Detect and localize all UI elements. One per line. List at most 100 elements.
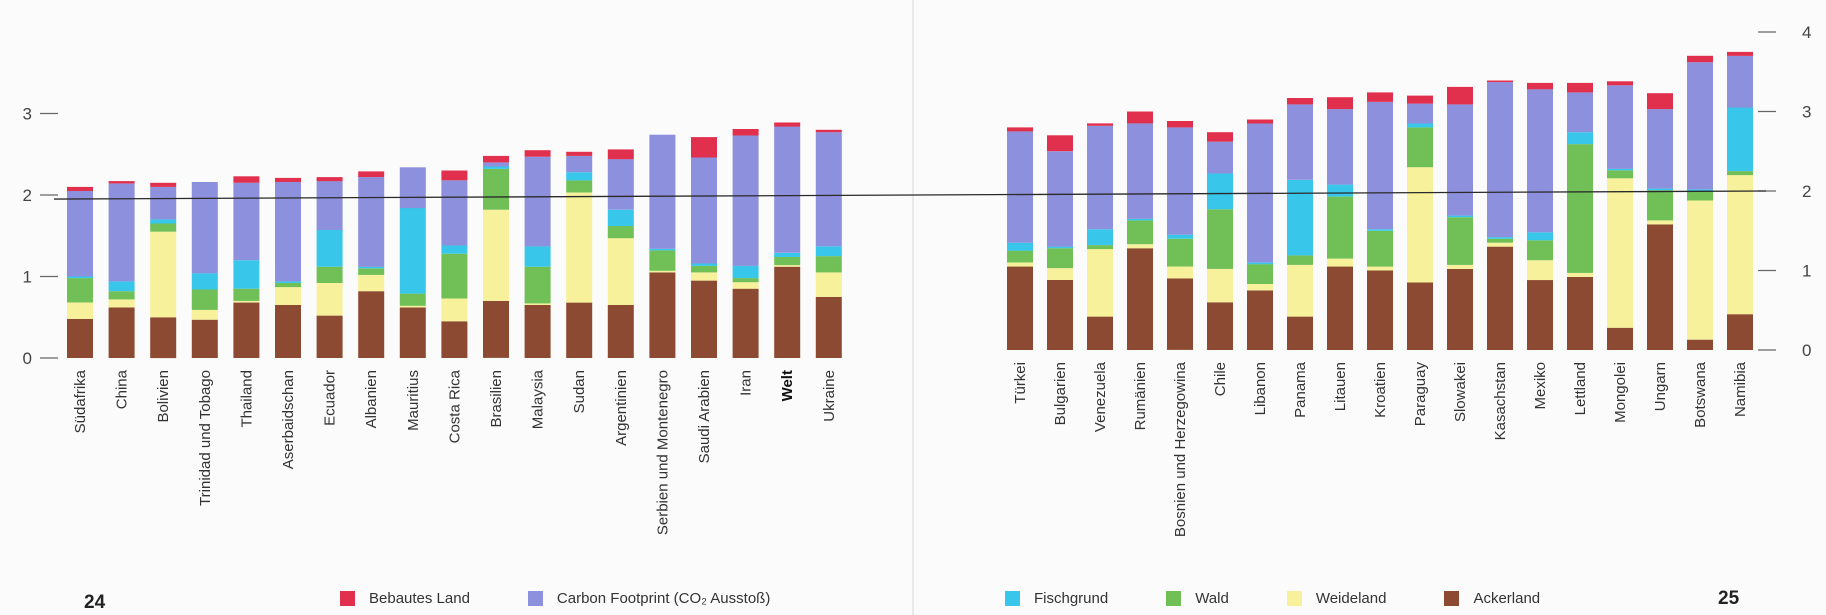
- category-label: Botswana: [1692, 361, 1709, 428]
- bar-segment: [1207, 268, 1233, 303]
- bar-segment: [691, 137, 717, 158]
- category-label: Südafrika: [72, 369, 89, 433]
- bar-segment: [649, 248, 676, 251]
- bar-segment: [1207, 209, 1233, 269]
- bar-segment: [275, 177, 301, 182]
- bar-segment: [1647, 188, 1673, 191]
- category-label: Mauritius: [405, 370, 422, 431]
- category-label: Libanon: [1252, 362, 1269, 415]
- bar-segment: [150, 231, 177, 318]
- bar-segment: [524, 150, 551, 157]
- bar-segment: [1207, 141, 1233, 174]
- y-tick-label: 0: [1802, 341, 1811, 360]
- bar-segment: [1327, 184, 1353, 197]
- legend-swatch: [340, 591, 355, 606]
- bar-segment: [1607, 85, 1633, 169]
- category-label: Panama: [1292, 361, 1309, 418]
- bar-segment: [1727, 314, 1753, 350]
- legend-right: Fischgrund Wald Weideland Ackerland: [1005, 590, 1598, 607]
- legend-swatch: [527, 591, 543, 606]
- bar-segment: [1567, 132, 1593, 145]
- bar-segment: [1167, 238, 1193, 267]
- bar-segment: [1247, 264, 1273, 284]
- bar-segment: [1567, 82, 1593, 93]
- category-label: Thailand: [238, 370, 255, 428]
- bar-segment: [1047, 246, 1073, 249]
- bar-segment: [275, 281, 301, 283]
- bar-segment: [1687, 200, 1713, 340]
- bar-segment: [1287, 179, 1313, 256]
- bar-segment: [399, 208, 426, 294]
- category-label: Kasachstan: [1492, 362, 1509, 440]
- bar-segment: [1327, 196, 1353, 259]
- bar-segment: [1407, 123, 1433, 128]
- bar-segment: [1447, 86, 1473, 105]
- bar-segment: [1207, 302, 1233, 350]
- bar-segment: [732, 288, 759, 358]
- bar-segment: [275, 283, 301, 288]
- bar-segment: [566, 151, 593, 156]
- bar-segment: [774, 256, 801, 266]
- bar-segment: [1327, 109, 1353, 185]
- bar-segment: [233, 176, 260, 183]
- category-label: Chile: [1212, 362, 1229, 396]
- bar-segment: [316, 315, 343, 358]
- bar-segment: [607, 209, 634, 226]
- bar-segment: [649, 134, 676, 249]
- category-label: Bosnien und Herzegowina: [1172, 361, 1189, 537]
- bar-segment: [316, 230, 343, 267]
- legend-item-right-3: Ackerland: [1444, 590, 1540, 607]
- legend-item-left-0: Bebautes Land: [340, 590, 470, 607]
- bar-segment: [1127, 248, 1153, 350]
- bar-segment: [233, 182, 260, 261]
- bar-segment: [732, 278, 759, 283]
- bar-segment: [150, 182, 177, 187]
- bar-segment: [1687, 189, 1713, 191]
- bar-segment: [1247, 290, 1273, 350]
- bar-segment: [649, 270, 676, 273]
- category-label: Costa Rica: [446, 369, 463, 443]
- bar-segment: [1127, 111, 1153, 124]
- bar-segment: [815, 129, 842, 133]
- category-label: Aserbaidschan: [280, 370, 297, 469]
- bar-segment: [483, 155, 509, 163]
- category-label: Brasilien: [488, 370, 505, 428]
- bar-segment: [1407, 95, 1433, 104]
- category-label: Ukraine: [821, 370, 838, 422]
- bar-segment: [1567, 92, 1593, 133]
- legend-label: Fischgrund: [1034, 590, 1109, 607]
- bar-segment: [191, 309, 218, 320]
- bar-segment: [524, 303, 551, 305]
- bar-segment: [316, 177, 343, 182]
- bar-segment: [1007, 242, 1033, 251]
- bar-segment: [774, 266, 801, 358]
- bar-segment: [1087, 316, 1113, 350]
- bar-segment: [607, 159, 634, 210]
- bar-segment: [1087, 249, 1113, 317]
- bar-segment: [566, 155, 593, 173]
- bar-segment: [566, 192, 593, 303]
- bar-segment: [1047, 248, 1073, 269]
- bar-segment: [1127, 218, 1153, 221]
- bar-segment: [358, 177, 385, 267]
- category-label: Mongolei: [1612, 362, 1629, 423]
- y-tick-label: 4: [1802, 23, 1811, 42]
- bar-segment: [441, 180, 468, 246]
- category-label: Malaysia: [530, 369, 547, 429]
- bar-segment: [233, 302, 260, 358]
- bar-segment: [815, 256, 842, 273]
- bar-segment: [1727, 175, 1753, 315]
- legend-item-left-1: Carbon Footprint (CO₂ Ausstoß): [527, 590, 770, 607]
- bar-segment: [191, 273, 218, 290]
- bar-segment: [691, 263, 717, 266]
- bar-segment: [1287, 104, 1313, 180]
- bar-segment: [1007, 262, 1033, 267]
- bar-segment: [358, 171, 385, 178]
- bar-segment: [732, 282, 759, 289]
- bar-segment: [483, 166, 509, 169]
- legend-label: Ackerland: [1473, 590, 1541, 607]
- bar-segment: [358, 268, 385, 275]
- bar-segment: [607, 226, 634, 239]
- bar-segment: [191, 289, 218, 310]
